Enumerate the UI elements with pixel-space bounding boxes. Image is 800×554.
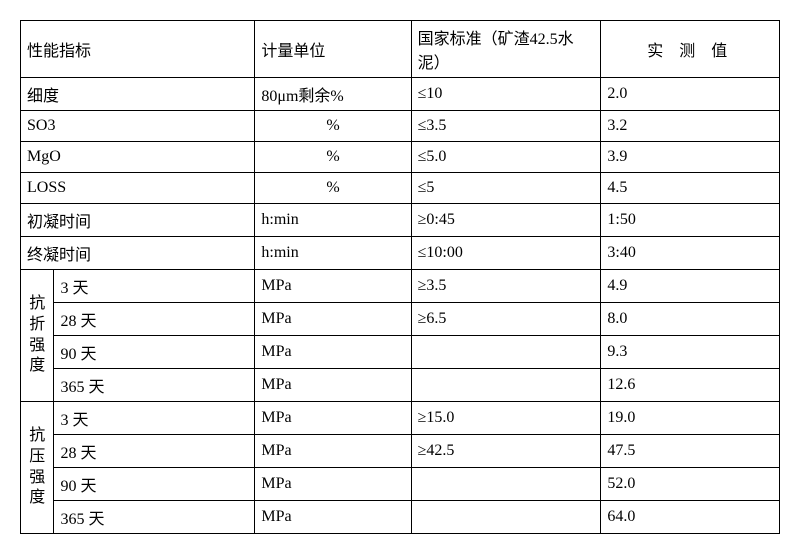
table-row: 终凝时间 h:min ≤10:00 3:40	[21, 237, 780, 270]
cell-indicator: 细度	[21, 78, 255, 111]
cell-standard: ≤5	[411, 173, 601, 204]
cell-standard: ≤10	[411, 78, 601, 111]
table-row: 初凝时间 h:min ≥0:45 1:50	[21, 204, 780, 237]
cell-measured: 47.5	[601, 435, 780, 468]
table-row: LOSS % ≤5 4.5	[21, 173, 780, 204]
table-row: 细度 80μm剩余% ≤10 2.0	[21, 78, 780, 111]
cell-unit: %	[255, 111, 411, 142]
cell-indicator: 终凝时间	[21, 237, 255, 270]
cell-measured: 2.0	[601, 78, 780, 111]
cell-age: 90 天	[54, 336, 255, 369]
cell-measured: 9.3	[601, 336, 780, 369]
cell-standard	[411, 336, 601, 369]
cement-spec-table: 性能指标 计量单位 国家标准（矿渣42.5水泥） 实 测 值 细度 80μm剩余…	[20, 20, 780, 534]
cell-age: 3 天	[54, 270, 255, 303]
cell-measured: 1:50	[601, 204, 780, 237]
table-row: 抗压强度 3 天 MPa ≥15.0 19.0	[21, 402, 780, 435]
header-measured: 实 测 值	[601, 21, 780, 78]
cell-standard	[411, 501, 601, 534]
cell-standard	[411, 369, 601, 402]
cell-unit: MPa	[255, 468, 411, 501]
cell-age: 365 天	[54, 501, 255, 534]
cell-unit: MPa	[255, 402, 411, 435]
cell-measured: 64.0	[601, 501, 780, 534]
table-row: 90 天 MPa 52.0	[21, 468, 780, 501]
cell-unit: %	[255, 173, 411, 204]
header-standard: 国家标准（矿渣42.5水泥）	[411, 21, 601, 78]
cell-measured: 3:40	[601, 237, 780, 270]
table-row: MgO % ≤5.0 3.9	[21, 142, 780, 173]
cell-unit: %	[255, 142, 411, 173]
cell-measured: 12.6	[601, 369, 780, 402]
cell-age: 28 天	[54, 303, 255, 336]
table-row: 抗折强度 3 天 MPa ≥3.5 4.9	[21, 270, 780, 303]
table-row: SO3 % ≤3.5 3.2	[21, 111, 780, 142]
header-indicator: 性能指标	[21, 21, 255, 78]
cell-indicator: LOSS	[21, 173, 255, 204]
group-label-flexural: 抗折强度	[21, 270, 54, 402]
cell-standard: ≥0:45	[411, 204, 601, 237]
cell-unit: h:min	[255, 204, 411, 237]
cell-unit: MPa	[255, 336, 411, 369]
cell-age: 365 天	[54, 369, 255, 402]
cell-measured: 4.9	[601, 270, 780, 303]
cell-standard: ≥3.5	[411, 270, 601, 303]
cell-measured: 3.2	[601, 111, 780, 142]
cell-standard	[411, 468, 601, 501]
table-row: 365 天 MPa 64.0	[21, 501, 780, 534]
cell-unit: MPa	[255, 501, 411, 534]
cell-standard: ≥6.5	[411, 303, 601, 336]
cell-standard: ≤5.0	[411, 142, 601, 173]
cell-unit: 80μm剩余%	[255, 78, 411, 111]
table-row: 90 天 MPa 9.3	[21, 336, 780, 369]
table-header-row: 性能指标 计量单位 国家标准（矿渣42.5水泥） 实 测 值	[21, 21, 780, 78]
cell-unit: h:min	[255, 237, 411, 270]
header-unit: 计量单位	[255, 21, 411, 78]
cell-unit: MPa	[255, 270, 411, 303]
cell-unit: MPa	[255, 369, 411, 402]
table-row: 28 天 MPa ≥42.5 47.5	[21, 435, 780, 468]
cell-age: 3 天	[54, 402, 255, 435]
cell-age: 90 天	[54, 468, 255, 501]
cell-unit: MPa	[255, 435, 411, 468]
cell-standard: ≤10:00	[411, 237, 601, 270]
cell-indicator: MgO	[21, 142, 255, 173]
cell-measured: 19.0	[601, 402, 780, 435]
cell-unit: MPa	[255, 303, 411, 336]
cell-indicator: SO3	[21, 111, 255, 142]
cell-measured: 4.5	[601, 173, 780, 204]
cell-standard: ≥42.5	[411, 435, 601, 468]
cell-age: 28 天	[54, 435, 255, 468]
cell-measured: 8.0	[601, 303, 780, 336]
cell-standard: ≥15.0	[411, 402, 601, 435]
group-label-compressive: 抗压强度	[21, 402, 54, 534]
cell-indicator: 初凝时间	[21, 204, 255, 237]
cell-measured: 52.0	[601, 468, 780, 501]
table-row: 28 天 MPa ≥6.5 8.0	[21, 303, 780, 336]
table-row: 365 天 MPa 12.6	[21, 369, 780, 402]
cell-measured: 3.9	[601, 142, 780, 173]
cell-standard: ≤3.5	[411, 111, 601, 142]
